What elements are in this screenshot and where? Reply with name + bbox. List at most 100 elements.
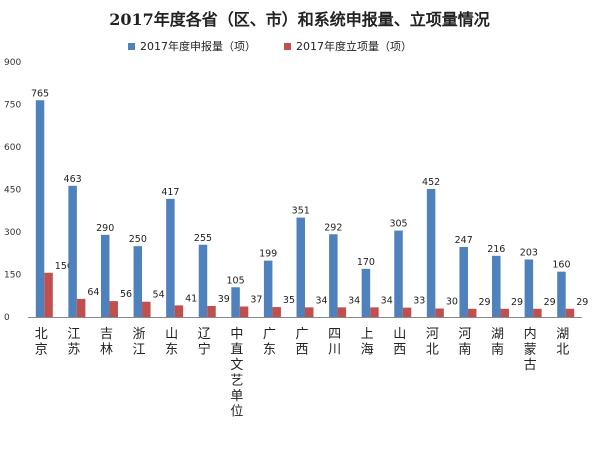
bar-approved-13 <box>467 308 477 317</box>
bar-approved-11 <box>402 307 412 317</box>
y-tick-label-0: 0 <box>4 313 10 323</box>
data-label-approved-15: 29 <box>544 297 556 308</box>
data-label-applications-5: 255 <box>194 233 212 244</box>
legend-item-approved: 2017年度立项量（项） <box>284 38 412 54</box>
data-label-applications-9: 292 <box>324 222 342 233</box>
x-tick-label-6-char-5: 位 <box>230 405 243 420</box>
legend-swatch-approved <box>284 42 291 50</box>
legend-label-applications: 2017年度申报量（项） <box>140 40 256 53</box>
y-tick-label-750: 750 <box>4 101 21 111</box>
x-tick-label-11-char-0: 山 <box>393 327 406 342</box>
data-label-approved-8: 34 <box>316 295 328 306</box>
bar-approved-3 <box>142 301 151 317</box>
bar-approved-0 <box>44 272 53 317</box>
bar-applications-12 <box>426 188 436 317</box>
bar-applications-16 <box>557 271 566 317</box>
x-tick-label-9-char-1: 川 <box>328 343 341 358</box>
data-label-approved-5: 39 <box>218 294 230 305</box>
x-tick-label-8-char-1: 西 <box>295 343 308 358</box>
data-label-approved-16: 29 <box>576 297 588 308</box>
x-tick-label-0-char-1: 京 <box>35 343 48 358</box>
y-tick-label-450: 450 <box>4 186 21 196</box>
x-tick-label-3-char-0: 浙 <box>133 327 146 342</box>
bar-approved-6 <box>239 306 249 317</box>
data-label-applications-1: 463 <box>64 174 82 185</box>
bar-applications-15 <box>524 259 534 317</box>
x-tick-label-9-char-0: 四 <box>328 327 341 342</box>
bar-approved-16 <box>565 308 575 317</box>
x-tick-label-8-char-0: 广 <box>295 327 308 342</box>
bar-approved-2 <box>109 301 118 317</box>
bar-applications-9 <box>329 234 338 317</box>
data-label-applications-2: 290 <box>96 223 114 234</box>
x-tick-label-6-char-4: 单 <box>230 389 243 404</box>
x-tick-label-0-char-0: 北 <box>35 327 48 342</box>
y-tick-label-600: 600 <box>4 143 21 153</box>
x-tick-label-5-char-0: 辽 <box>198 327 211 342</box>
data-label-applications-6: 105 <box>227 275 245 286</box>
x-tick-label-4-char-0: 山 <box>165 327 178 342</box>
x-tick-label-16-char-1: 北 <box>556 343 569 358</box>
bar-applications-3 <box>133 246 143 317</box>
data-label-applications-14: 216 <box>487 244 505 255</box>
bar-applications-7 <box>263 260 273 317</box>
data-label-approved-10: 34 <box>381 295 393 306</box>
x-tick-label-4-char-1: 东 <box>165 343 178 358</box>
bar-approved-9 <box>337 307 347 317</box>
x-tick-label-15-char-0: 内 <box>524 326 537 342</box>
x-tick-label-6-char-0: 中 <box>230 327 243 342</box>
x-tick-label-14-char-1: 南 <box>491 342 504 358</box>
x-tick-label-15-char-2: 古 <box>524 358 537 373</box>
y-tick-label-150: 150 <box>4 271 21 281</box>
bar-applications-2 <box>100 234 110 317</box>
x-tick-label-7-char-1: 东 <box>263 343 276 358</box>
y-tick-label-900: 900 <box>4 58 21 68</box>
x-tick-label-6-char-2: 文 <box>230 358 243 373</box>
chart-legend: 2017年度申报量（项） 2017年度立项量（项） <box>128 38 440 54</box>
data-label-approved-1: 64 <box>87 287 99 298</box>
bar-applications-0 <box>35 100 45 317</box>
data-label-applications-11: 305 <box>389 219 407 230</box>
x-tick-label-1-char-0: 江 <box>67 327 80 342</box>
x-tick-label-10-char-0: 上 <box>361 327 374 342</box>
data-label-applications-0: 765 <box>31 88 49 99</box>
x-tick-label-11-char-1: 西 <box>393 343 406 358</box>
bar-approved-5 <box>207 305 216 317</box>
bar-approved-15 <box>533 308 542 317</box>
bar-approved-12 <box>435 308 444 317</box>
data-label-applications-3: 250 <box>129 234 147 245</box>
data-label-approved-6: 37 <box>250 295 262 306</box>
data-label-approved-9: 34 <box>348 295 360 306</box>
bar-applications-10 <box>361 268 371 317</box>
x-tick-label-7-char-0: 广 <box>263 327 276 342</box>
data-label-applications-8: 351 <box>292 206 310 217</box>
data-label-applications-16: 160 <box>552 260 570 271</box>
bar-applications-14 <box>492 255 501 317</box>
data-label-approved-14: 29 <box>511 297 523 308</box>
x-tick-label-16-char-0: 湖 <box>556 327 569 342</box>
bar-applications-13 <box>459 247 468 317</box>
data-label-approved-13: 29 <box>478 297 490 308</box>
x-tick-label-3-char-1: 江 <box>133 343 146 358</box>
data-label-applications-7: 199 <box>259 249 277 260</box>
legend-swatch-applications <box>128 42 135 50</box>
data-label-approved-11: 33 <box>413 296 425 307</box>
x-tick-label-15-char-1: 蒙 <box>524 343 537 358</box>
bar-applications-1 <box>68 185 77 317</box>
bar-applications-11 <box>394 230 403 317</box>
data-label-applications-15: 203 <box>520 247 538 258</box>
bar-approved-8 <box>305 307 314 317</box>
data-label-approved-0: 156 <box>55 261 73 272</box>
x-tick-label-2-char-0: 吉 <box>100 327 113 342</box>
bar-approved-4 <box>174 305 184 317</box>
x-tick-label-12-char-1: 北 <box>426 343 439 358</box>
bar-applications-4 <box>166 198 175 317</box>
x-tick-label-13-char-1: 南 <box>458 342 471 358</box>
bar-applications-8 <box>296 217 305 317</box>
bar-approved-1 <box>76 298 86 317</box>
x-tick-label-12-char-0: 河 <box>426 327 439 342</box>
data-label-applications-13: 247 <box>455 235 473 246</box>
legend-label-approved: 2017年度立项量（项） <box>296 40 412 53</box>
data-label-approved-12: 30 <box>446 297 458 308</box>
